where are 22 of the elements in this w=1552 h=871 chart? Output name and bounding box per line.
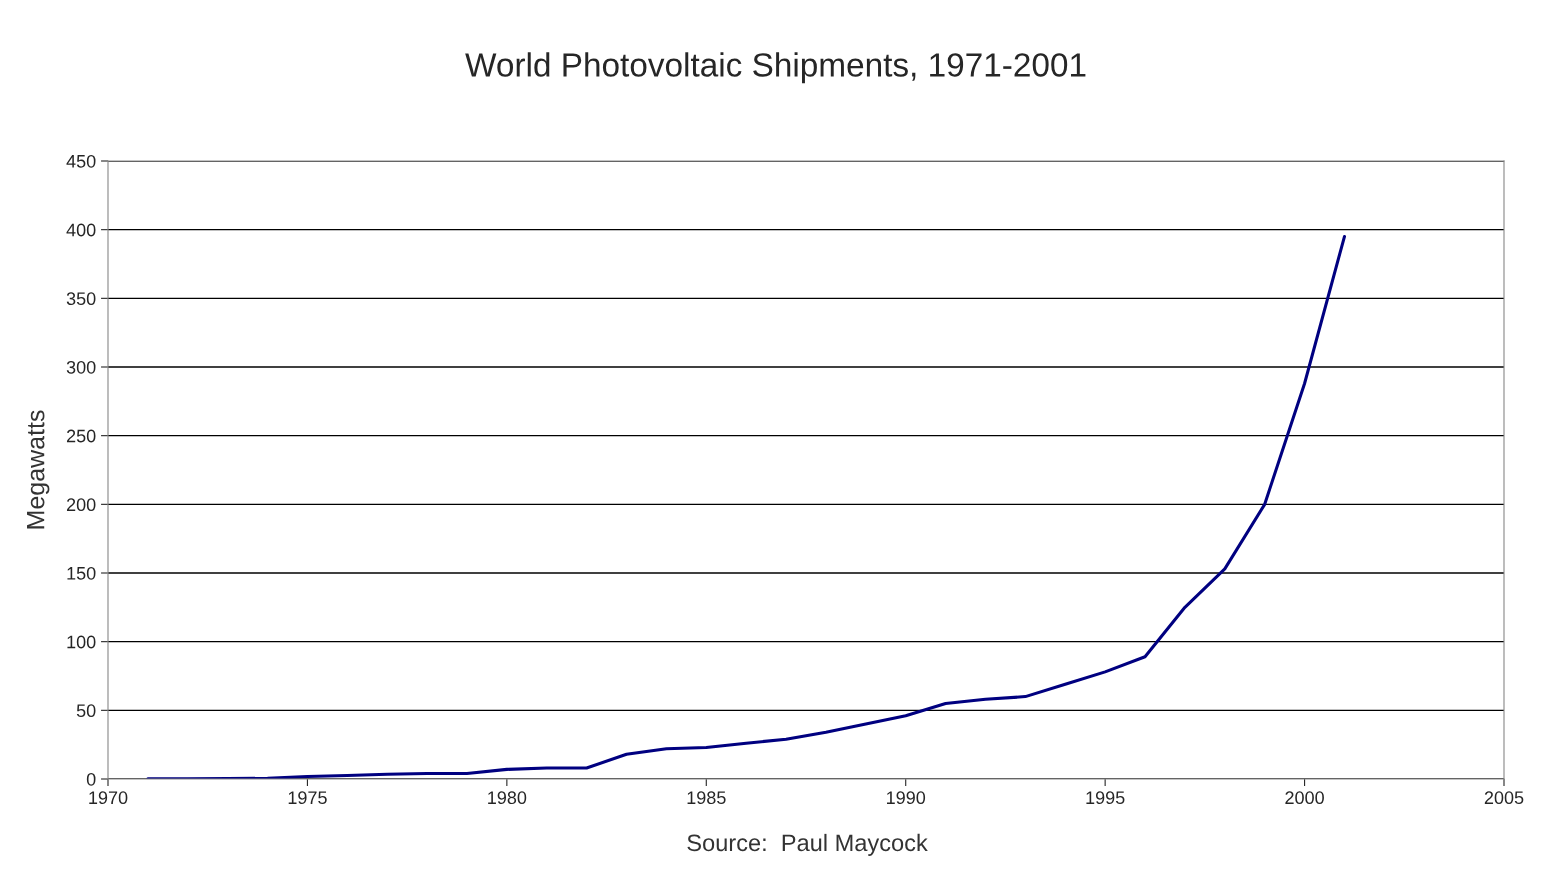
x-tick-label: 1985	[687, 791, 726, 805]
y-tick-label: 50	[76, 704, 96, 718]
x-tick-label: 2005	[1484, 791, 1524, 805]
y-tick-label: 0	[86, 772, 96, 786]
y-tick-label: 400	[66, 223, 96, 237]
x-tick-label: 1980	[488, 791, 527, 805]
y-tick-label: 300	[66, 360, 96, 374]
y-tick-label: 100	[67, 635, 96, 649]
x-tick-label: 2000	[1285, 791, 1324, 805]
y-tick-label: 450	[66, 154, 96, 168]
x-tick-label: 1995	[1086, 791, 1125, 805]
y-axis-title: Megawatts	[27, 410, 50, 529]
chart-title: World Photovoltaic Shipments, 1971-2001	[465, 52, 1086, 84]
y-tick-label: 350	[66, 292, 96, 306]
y-tick-label: 200	[66, 498, 96, 512]
y-tick-label: 250	[66, 429, 96, 443]
y-tick-label: 150	[67, 566, 96, 580]
x-tick-label: 1975	[288, 791, 327, 805]
source-note: Source: Paul Maycock	[687, 833, 928, 856]
x-tick-label: 1970	[89, 791, 128, 805]
x-tick-label: 1990	[887, 791, 926, 805]
line-series	[146, 235, 1346, 779]
